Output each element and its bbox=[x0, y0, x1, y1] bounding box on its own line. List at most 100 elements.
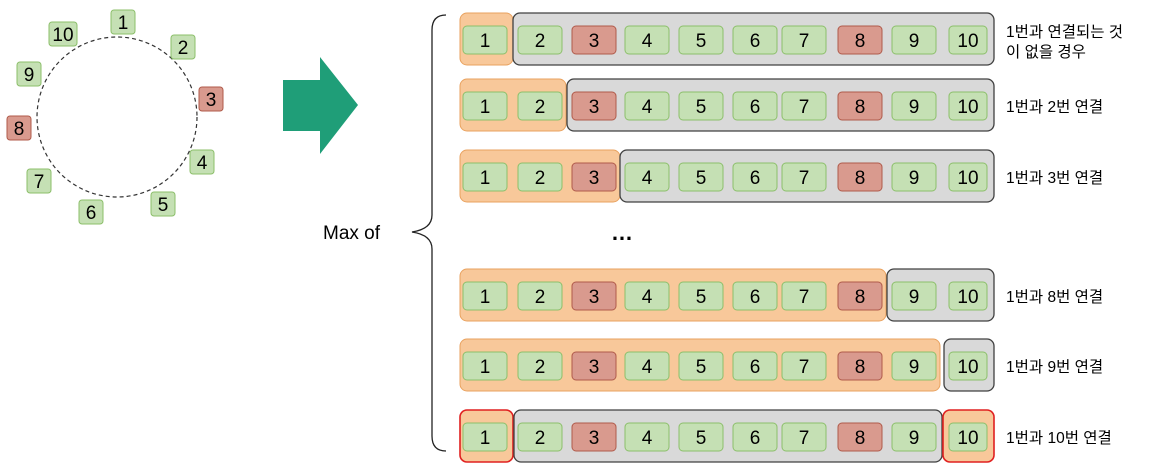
cell-label: 4 bbox=[642, 287, 653, 308]
cell-box bbox=[837, 25, 883, 55]
cell-label: 4 bbox=[642, 31, 653, 52]
cell-label: 10 bbox=[957, 287, 978, 308]
cell-box bbox=[948, 25, 988, 55]
cell-box bbox=[462, 422, 508, 452]
ring-node-10: 10 bbox=[48, 21, 78, 47]
cell-box bbox=[571, 25, 617, 55]
cell-box bbox=[624, 281, 670, 311]
cell-10: 10 bbox=[948, 25, 988, 55]
cell-label: 9 bbox=[909, 168, 920, 189]
cell-box bbox=[517, 422, 563, 452]
cell-box bbox=[624, 351, 670, 381]
cell-label: 8 bbox=[855, 97, 866, 118]
cell-box bbox=[678, 162, 724, 192]
ring-node-7: 7 bbox=[26, 168, 52, 194]
cell-box bbox=[571, 162, 617, 192]
cell-label: 1 bbox=[480, 168, 491, 189]
cell-label: 1 bbox=[480, 357, 491, 378]
cell-1: 1 bbox=[462, 25, 508, 55]
cell-box bbox=[781, 162, 827, 192]
cell-label: 3 bbox=[589, 428, 600, 449]
cell-label: 3 bbox=[589, 287, 600, 308]
cell-3: 3 bbox=[571, 162, 617, 192]
cell-label: 1 bbox=[480, 287, 491, 308]
cell-label: 6 bbox=[750, 357, 761, 378]
cell-label: 3 bbox=[589, 357, 600, 378]
cell-box bbox=[837, 91, 883, 121]
row-6: 1 2 3 4 5 6 7 8 9 10 1번과 10번 연결 bbox=[459, 409, 1112, 463]
cell-box bbox=[837, 281, 883, 311]
ring-node-6: 6 bbox=[78, 199, 104, 225]
ring-node-label: 3 bbox=[206, 90, 217, 111]
cell-label: 5 bbox=[696, 357, 707, 378]
cell-label: 7 bbox=[799, 428, 810, 449]
cell-8: 8 bbox=[837, 91, 883, 121]
ring-node-3: 3 bbox=[198, 86, 224, 112]
rows: 1 2 3 4 5 6 7 8 9 10 1번과 연결되는 것이 없을 경우1 2 3 4 5 6 7 8 9 10 1… bbox=[459, 12, 1123, 463]
cell-box bbox=[732, 422, 778, 452]
cell-box bbox=[462, 281, 508, 311]
cell-1: 1 bbox=[462, 351, 508, 381]
cell-label: 3 bbox=[589, 168, 600, 189]
cell-5: 5 bbox=[678, 25, 724, 55]
ring-node-1: 1 bbox=[110, 9, 136, 35]
cell-5: 5 bbox=[678, 422, 724, 452]
cell-9: 9 bbox=[891, 91, 937, 121]
cell-box bbox=[517, 351, 563, 381]
cell-box bbox=[678, 351, 724, 381]
cell-box bbox=[678, 25, 724, 55]
cell-2: 2 bbox=[517, 162, 563, 192]
cell-7: 7 bbox=[781, 422, 827, 452]
cell-10: 10 bbox=[948, 422, 988, 452]
cell-box bbox=[948, 91, 988, 121]
cell-4: 4 bbox=[624, 162, 670, 192]
cell-label: 9 bbox=[909, 357, 920, 378]
left-group bbox=[459, 268, 887, 322]
cell-6: 6 bbox=[732, 25, 778, 55]
cell-label: 6 bbox=[750, 428, 761, 449]
cell-label: 8 bbox=[855, 287, 866, 308]
cell-6: 6 bbox=[732, 91, 778, 121]
cell-box bbox=[837, 162, 883, 192]
cell-box bbox=[678, 91, 724, 121]
ring-diagram: 1 2 3 4 5 6 7 8 9 10 bbox=[6, 9, 224, 225]
cell-box bbox=[781, 422, 827, 452]
cell-label: 4 bbox=[642, 97, 653, 118]
cell-10: 10 bbox=[948, 162, 988, 192]
ring-node-8: 8 bbox=[6, 115, 32, 141]
cell-box bbox=[571, 281, 617, 311]
ring-node-box bbox=[16, 61, 42, 87]
row-caption: 1번과 10번 연결 bbox=[1006, 429, 1112, 447]
cell-10: 10 bbox=[948, 351, 988, 381]
ring-circle bbox=[36, 36, 198, 198]
cell-3: 3 bbox=[571, 91, 617, 121]
cell-box bbox=[517, 91, 563, 121]
cell-label: 5 bbox=[696, 287, 707, 308]
cell-label: 9 bbox=[909, 31, 920, 52]
cell-7: 7 bbox=[781, 281, 827, 311]
row-caption: 이 없을 경우 bbox=[1006, 43, 1086, 61]
cell-box bbox=[517, 162, 563, 192]
cell-box bbox=[517, 281, 563, 311]
cell-label: 3 bbox=[589, 97, 600, 118]
cell-box bbox=[678, 281, 724, 311]
cell-label: 1 bbox=[480, 97, 491, 118]
cell-4: 4 bbox=[624, 25, 670, 55]
right-arrow-icon bbox=[283, 57, 358, 154]
cell-box bbox=[732, 351, 778, 381]
cell-box bbox=[678, 422, 724, 452]
cell-4: 4 bbox=[624, 91, 670, 121]
cell-5: 5 bbox=[678, 351, 724, 381]
cell-box bbox=[624, 91, 670, 121]
cell-8: 8 bbox=[837, 422, 883, 452]
cell-9: 9 bbox=[891, 422, 937, 452]
cell-box bbox=[891, 281, 937, 311]
cell-box bbox=[891, 422, 937, 452]
cell-label: 7 bbox=[799, 31, 810, 52]
ring-node-2: 2 bbox=[170, 34, 196, 60]
cell-label: 4 bbox=[642, 357, 653, 378]
cell-box bbox=[462, 91, 508, 121]
cell-label: 10 bbox=[957, 428, 978, 449]
cell-label: 10 bbox=[957, 31, 978, 52]
